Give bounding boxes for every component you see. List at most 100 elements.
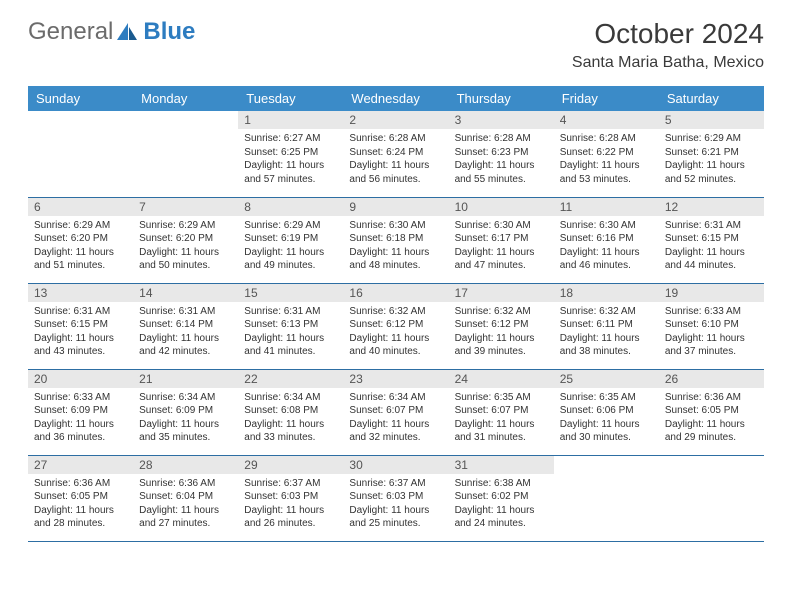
calendar-row: 1Sunrise: 6:27 AM Sunset: 6:25 PM Daylig…: [28, 111, 764, 197]
header: General Blue October 2024 Santa Maria Ba…: [28, 18, 764, 72]
calendar-cell: [28, 111, 133, 197]
day-number: 7: [133, 198, 238, 216]
day-number: 13: [28, 284, 133, 302]
day-details: Sunrise: 6:36 AM Sunset: 6:05 PM Dayligh…: [659, 388, 764, 449]
weekday-header: Friday: [554, 86, 659, 111]
day-details: Sunrise: 6:34 AM Sunset: 6:07 PM Dayligh…: [343, 388, 448, 449]
day-details: Sunrise: 6:29 AM Sunset: 6:20 PM Dayligh…: [28, 216, 133, 277]
day-number: 28: [133, 456, 238, 474]
calendar-cell: 23Sunrise: 6:34 AM Sunset: 6:07 PM Dayli…: [343, 369, 448, 455]
day-details: Sunrise: 6:31 AM Sunset: 6:14 PM Dayligh…: [133, 302, 238, 363]
day-details: Sunrise: 6:27 AM Sunset: 6:25 PM Dayligh…: [238, 129, 343, 190]
day-number: 1: [238, 111, 343, 129]
day-details: Sunrise: 6:28 AM Sunset: 6:24 PM Dayligh…: [343, 129, 448, 190]
day-details: Sunrise: 6:37 AM Sunset: 6:03 PM Dayligh…: [343, 474, 448, 535]
calendar-cell: 8Sunrise: 6:29 AM Sunset: 6:19 PM Daylig…: [238, 197, 343, 283]
calendar-cell: 30Sunrise: 6:37 AM Sunset: 6:03 PM Dayli…: [343, 455, 448, 541]
calendar-cell: [554, 455, 659, 541]
calendar-cell: 29Sunrise: 6:37 AM Sunset: 6:03 PM Dayli…: [238, 455, 343, 541]
day-details: Sunrise: 6:35 AM Sunset: 6:07 PM Dayligh…: [449, 388, 554, 449]
day-details: Sunrise: 6:29 AM Sunset: 6:21 PM Dayligh…: [659, 129, 764, 190]
day-number: 31: [449, 456, 554, 474]
day-details: Sunrise: 6:29 AM Sunset: 6:20 PM Dayligh…: [133, 216, 238, 277]
day-details: Sunrise: 6:33 AM Sunset: 6:10 PM Dayligh…: [659, 302, 764, 363]
day-details: Sunrise: 6:34 AM Sunset: 6:08 PM Dayligh…: [238, 388, 343, 449]
day-number: 10: [449, 198, 554, 216]
calendar-cell: 11Sunrise: 6:30 AM Sunset: 6:16 PM Dayli…: [554, 197, 659, 283]
day-number: 22: [238, 370, 343, 388]
day-number: 9: [343, 198, 448, 216]
day-details: Sunrise: 6:29 AM Sunset: 6:19 PM Dayligh…: [238, 216, 343, 277]
calendar-cell: 12Sunrise: 6:31 AM Sunset: 6:15 PM Dayli…: [659, 197, 764, 283]
calendar-cell: 20Sunrise: 6:33 AM Sunset: 6:09 PM Dayli…: [28, 369, 133, 455]
day-number: 16: [343, 284, 448, 302]
calendar-cell: 27Sunrise: 6:36 AM Sunset: 6:05 PM Dayli…: [28, 455, 133, 541]
day-number: 14: [133, 284, 238, 302]
day-number: 17: [449, 284, 554, 302]
day-number: 19: [659, 284, 764, 302]
day-details: Sunrise: 6:31 AM Sunset: 6:13 PM Dayligh…: [238, 302, 343, 363]
calendar-cell: 4Sunrise: 6:28 AM Sunset: 6:22 PM Daylig…: [554, 111, 659, 197]
day-details: Sunrise: 6:30 AM Sunset: 6:17 PM Dayligh…: [449, 216, 554, 277]
logo-text-2: Blue: [143, 18, 195, 46]
month-title: October 2024: [572, 18, 764, 50]
weekday-header: Saturday: [659, 86, 764, 111]
day-number: 6: [28, 198, 133, 216]
calendar-cell: 10Sunrise: 6:30 AM Sunset: 6:17 PM Dayli…: [449, 197, 554, 283]
day-number: 26: [659, 370, 764, 388]
calendar-cell: 18Sunrise: 6:32 AM Sunset: 6:11 PM Dayli…: [554, 283, 659, 369]
calendar-cell: 13Sunrise: 6:31 AM Sunset: 6:15 PM Dayli…: [28, 283, 133, 369]
calendar-row: 13Sunrise: 6:31 AM Sunset: 6:15 PM Dayli…: [28, 283, 764, 369]
calendar-cell: 14Sunrise: 6:31 AM Sunset: 6:14 PM Dayli…: [133, 283, 238, 369]
calendar-cell: 16Sunrise: 6:32 AM Sunset: 6:12 PM Dayli…: [343, 283, 448, 369]
title-block: October 2024 Santa Maria Batha, Mexico: [572, 18, 764, 72]
logo: General Blue: [28, 18, 195, 46]
day-details: Sunrise: 6:28 AM Sunset: 6:23 PM Dayligh…: [449, 129, 554, 190]
day-details: Sunrise: 6:35 AM Sunset: 6:06 PM Dayligh…: [554, 388, 659, 449]
day-details: Sunrise: 6:32 AM Sunset: 6:12 PM Dayligh…: [343, 302, 448, 363]
calendar-cell: 3Sunrise: 6:28 AM Sunset: 6:23 PM Daylig…: [449, 111, 554, 197]
calendar-cell: 7Sunrise: 6:29 AM Sunset: 6:20 PM Daylig…: [133, 197, 238, 283]
calendar-cell: 26Sunrise: 6:36 AM Sunset: 6:05 PM Dayli…: [659, 369, 764, 455]
calendar-cell: [659, 455, 764, 541]
day-number: 23: [343, 370, 448, 388]
day-number: 25: [554, 370, 659, 388]
day-number: 3: [449, 111, 554, 129]
calendar-row: 27Sunrise: 6:36 AM Sunset: 6:05 PM Dayli…: [28, 455, 764, 541]
day-details: Sunrise: 6:32 AM Sunset: 6:11 PM Dayligh…: [554, 302, 659, 363]
weekday-header: Tuesday: [238, 86, 343, 111]
day-number: 18: [554, 284, 659, 302]
day-details: Sunrise: 6:30 AM Sunset: 6:16 PM Dayligh…: [554, 216, 659, 277]
day-details: Sunrise: 6:37 AM Sunset: 6:03 PM Dayligh…: [238, 474, 343, 535]
weekday-header-row: SundayMondayTuesdayWednesdayThursdayFrid…: [28, 86, 764, 111]
day-details: Sunrise: 6:28 AM Sunset: 6:22 PM Dayligh…: [554, 129, 659, 190]
day-details: Sunrise: 6:34 AM Sunset: 6:09 PM Dayligh…: [133, 388, 238, 449]
calendar-body: 1Sunrise: 6:27 AM Sunset: 6:25 PM Daylig…: [28, 111, 764, 541]
weekday-header: Sunday: [28, 86, 133, 111]
day-number: 21: [133, 370, 238, 388]
calendar-cell: 24Sunrise: 6:35 AM Sunset: 6:07 PM Dayli…: [449, 369, 554, 455]
calendar-cell: 25Sunrise: 6:35 AM Sunset: 6:06 PM Dayli…: [554, 369, 659, 455]
day-number: 5: [659, 111, 764, 129]
calendar-cell: 31Sunrise: 6:38 AM Sunset: 6:02 PM Dayli…: [449, 455, 554, 541]
day-number: 8: [238, 198, 343, 216]
day-number: 11: [554, 198, 659, 216]
day-details: Sunrise: 6:30 AM Sunset: 6:18 PM Dayligh…: [343, 216, 448, 277]
day-details: Sunrise: 6:36 AM Sunset: 6:05 PM Dayligh…: [28, 474, 133, 535]
calendar-row: 20Sunrise: 6:33 AM Sunset: 6:09 PM Dayli…: [28, 369, 764, 455]
day-number: 29: [238, 456, 343, 474]
day-number: 20: [28, 370, 133, 388]
day-details: Sunrise: 6:33 AM Sunset: 6:09 PM Dayligh…: [28, 388, 133, 449]
weekday-header: Wednesday: [343, 86, 448, 111]
calendar-cell: 22Sunrise: 6:34 AM Sunset: 6:08 PM Dayli…: [238, 369, 343, 455]
day-number: 4: [554, 111, 659, 129]
day-number: 12: [659, 198, 764, 216]
calendar-cell: 15Sunrise: 6:31 AM Sunset: 6:13 PM Dayli…: [238, 283, 343, 369]
day-number: 24: [449, 370, 554, 388]
calendar-row: 6Sunrise: 6:29 AM Sunset: 6:20 PM Daylig…: [28, 197, 764, 283]
day-details: Sunrise: 6:36 AM Sunset: 6:04 PM Dayligh…: [133, 474, 238, 535]
calendar-cell: 1Sunrise: 6:27 AM Sunset: 6:25 PM Daylig…: [238, 111, 343, 197]
day-details: Sunrise: 6:32 AM Sunset: 6:12 PM Dayligh…: [449, 302, 554, 363]
logo-sail-icon: [117, 23, 139, 41]
day-number: 27: [28, 456, 133, 474]
